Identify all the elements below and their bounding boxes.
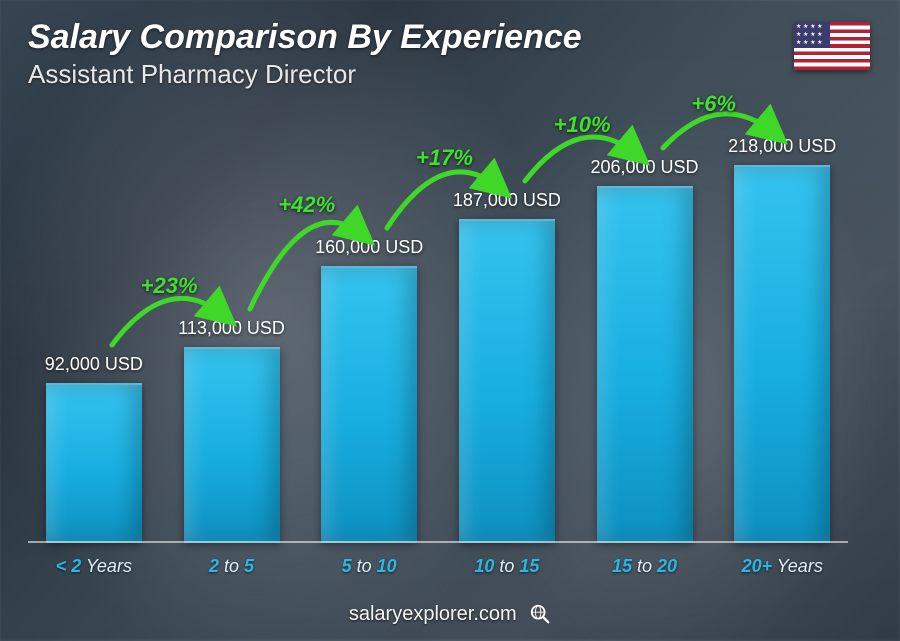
growth-arc-label: +17% (416, 145, 473, 171)
chart-subtitle: Assistant Pharmacy Director (28, 59, 872, 90)
x-axis-labels: < 2 Years 2 to 55 to 10 10 to 15 15 to 2020… (28, 556, 848, 577)
chart-title: Salary Comparison By Experience (28, 18, 872, 57)
bar-slot: 113,000 USD (166, 318, 298, 543)
x-category-label: 15 to 20 (579, 556, 711, 577)
bar-value-label: 218,000 USD (728, 136, 836, 157)
bar (734, 165, 830, 543)
bar-slot: 92,000 USD (28, 354, 160, 543)
x-category-label: 20+ Years (716, 556, 848, 577)
bar (459, 219, 555, 543)
bar (321, 266, 417, 543)
brand-label: salaryexplorer.com (349, 603, 517, 625)
bar-slot: 160,000 USD (303, 237, 435, 543)
footer: salaryexplorer.com (0, 603, 900, 627)
header: Salary Comparison By Experience Assistan… (28, 18, 872, 90)
bar-value-label: 113,000 USD (178, 318, 285, 339)
bars-container: 92,000 USD 113,000 USD 160,000 USD 187,000 … (28, 130, 848, 543)
bar-value-label: 160,000 USD (315, 237, 423, 258)
bar (184, 347, 280, 543)
growth-arc-label: +23% (141, 273, 198, 299)
bar (597, 186, 693, 543)
bar-value-label: 187,000 USD (453, 190, 561, 211)
growth-arc-label: +6% (691, 91, 736, 117)
globe-search-icon (529, 603, 551, 625)
bar-value-label: 206,000 USD (590, 157, 698, 178)
x-category-label: 2 to 5 (166, 556, 298, 577)
bar-value-label: 92,000 USD (45, 354, 143, 375)
x-category-label: < 2 Years (28, 556, 160, 577)
x-category-label: 10 to 15 (441, 556, 573, 577)
bar-slot: 218,000 USD (716, 136, 848, 543)
bar (46, 383, 142, 543)
bar-slot: 206,000 USD (579, 157, 711, 543)
bar-slot: 187,000 USD (441, 190, 573, 543)
chart-baseline (28, 541, 848, 543)
us-flag-icon (794, 22, 870, 70)
growth-arc-label: +42% (278, 192, 335, 218)
growth-arc-label: +10% (554, 112, 611, 138)
x-category-label: 5 to 10 (303, 556, 435, 577)
bar-chart: 92,000 USD 113,000 USD 160,000 USD 187,000 … (28, 130, 848, 577)
